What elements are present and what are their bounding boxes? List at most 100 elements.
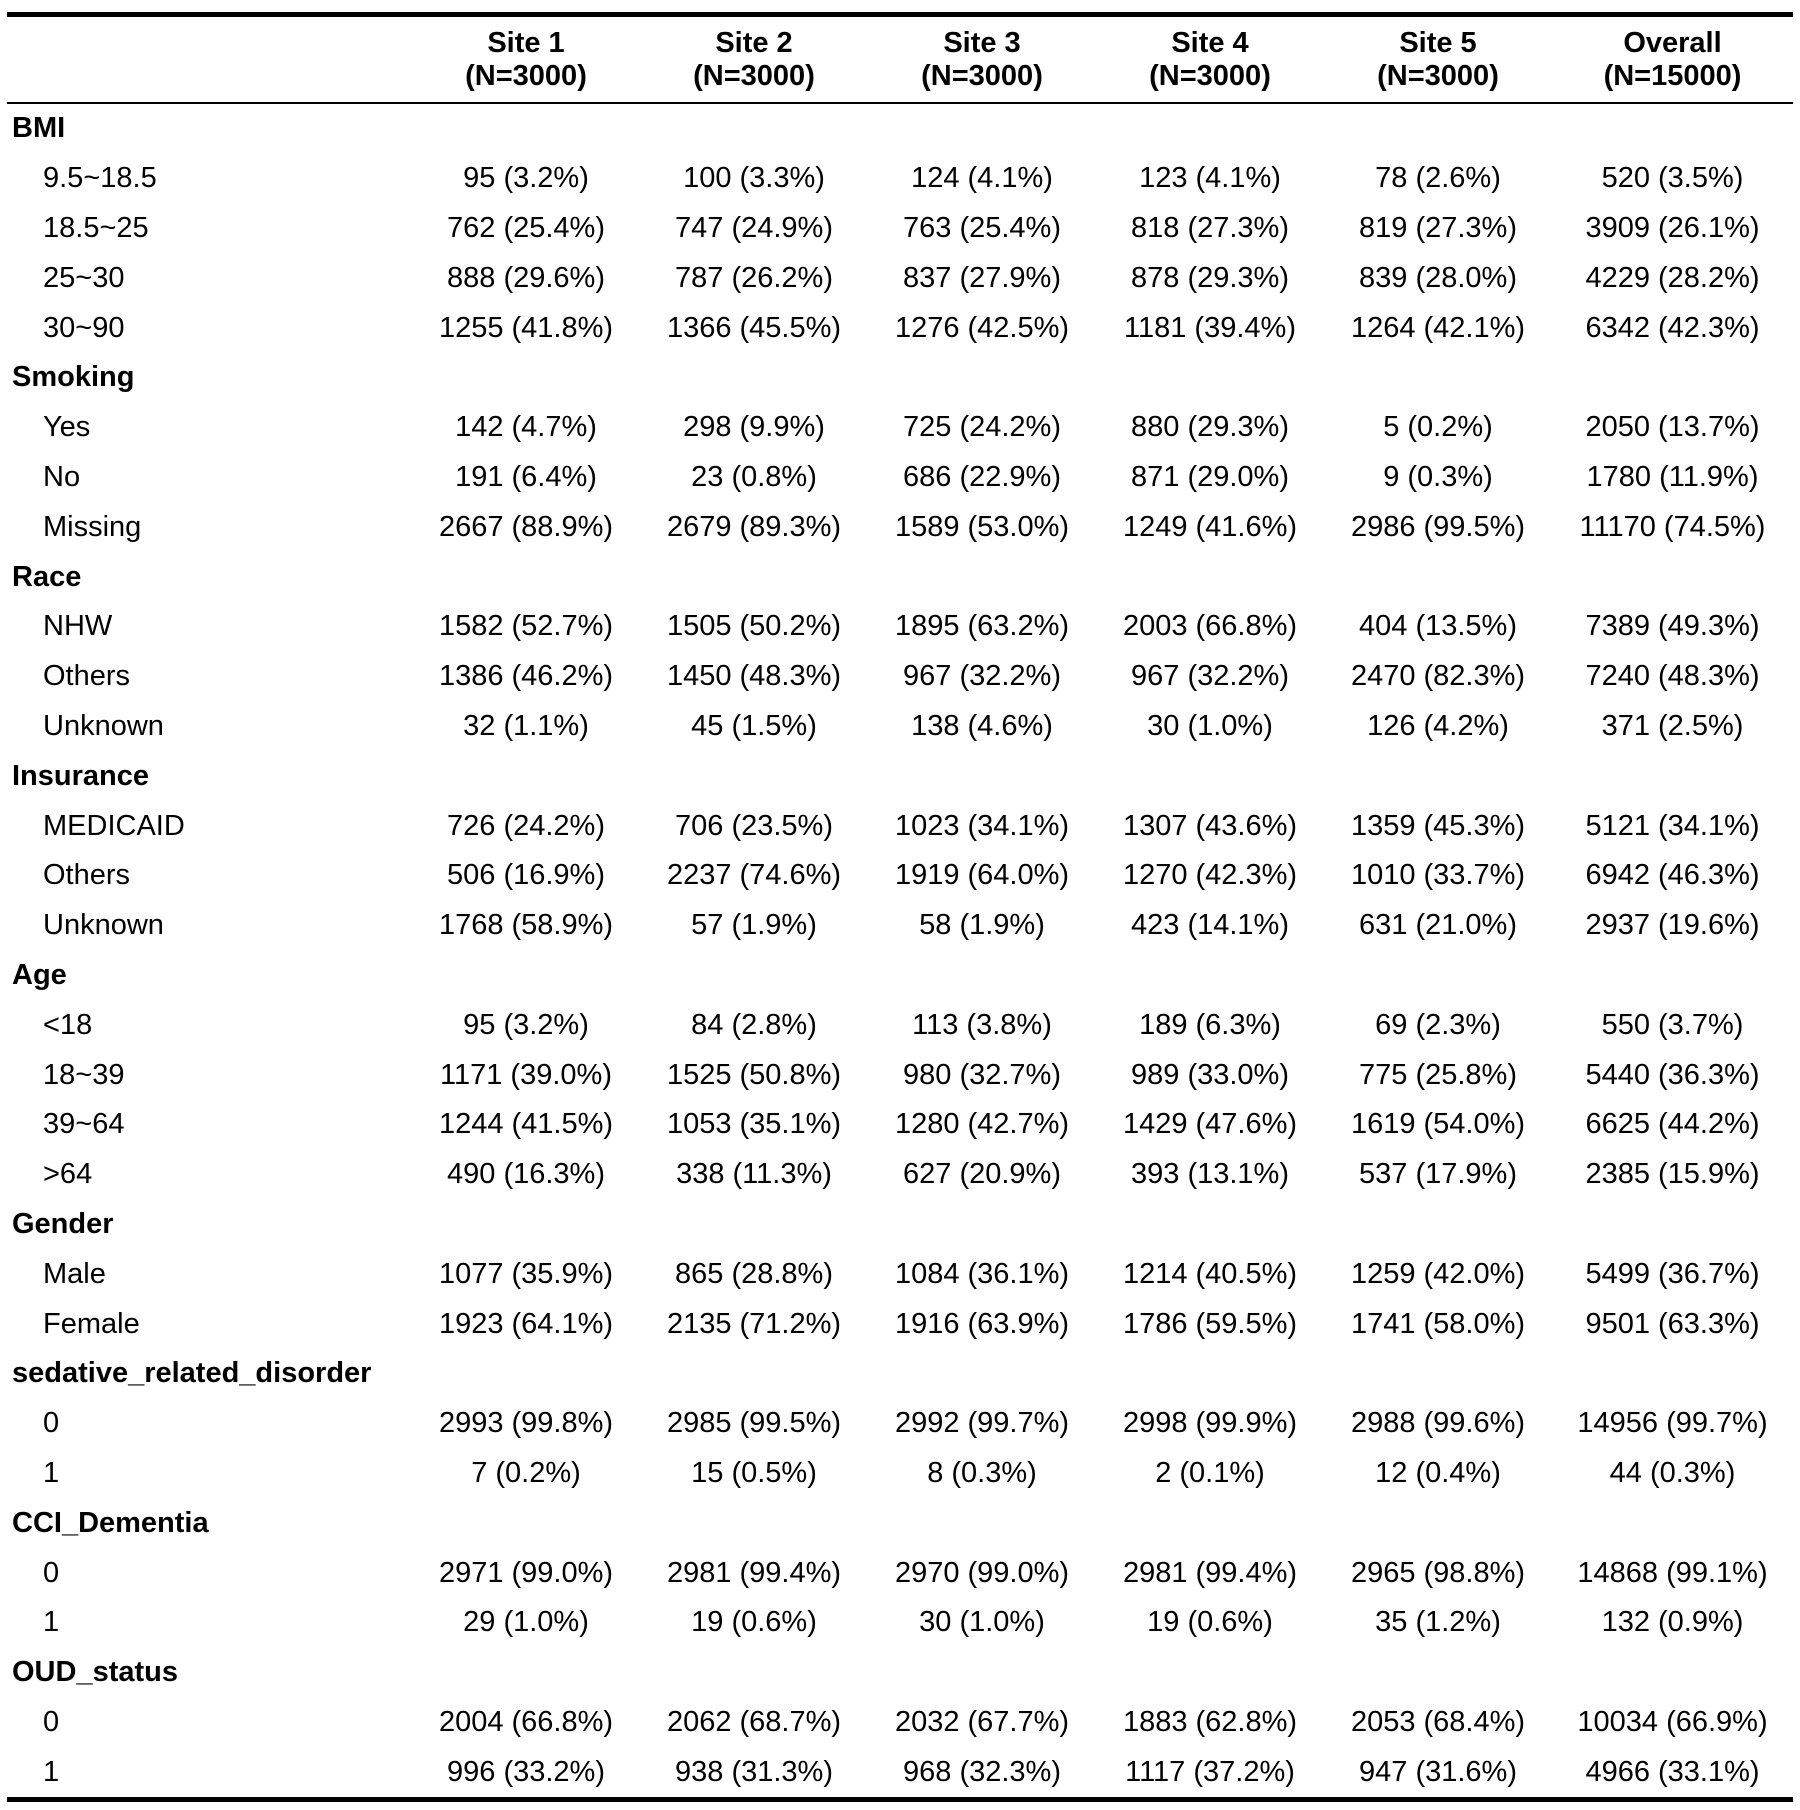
value-cell-site-1: 1077 (35.9%) [438, 1257, 614, 1290]
value-cell-site-2: 19 (0.6%) [691, 1606, 817, 1639]
table-row: NHW 1582 (52.7%) 1505 (50.2%) 1895 (63.2%) 2… [7, 602, 1793, 652]
value-cell-site-5: 1359 (45.3%) [1350, 809, 1526, 842]
value-cell-site-4: 1307 (43.6%) [1122, 809, 1298, 842]
group-row-race: Race [7, 552, 1793, 602]
empty-cell [412, 1648, 640, 1698]
value-cell-overall: 6942 (46.3%) [1585, 859, 1760, 892]
value-cell-site-3: 763 (25.4%) [903, 211, 1061, 244]
group-label: Race [12, 560, 82, 593]
value-cell-site-5: 2965 (98.8%) [1350, 1556, 1526, 1589]
header-row: Site 1 (N=3000) Site 2 (N=3000) Site 3 (N=300… [7, 12, 1793, 104]
table-header: Site 1 (N=3000) Site 2 (N=3000) Site 3 (N=300… [7, 12, 1793, 104]
value-cell-site-4: 393 (13.1%) [1131, 1158, 1289, 1191]
empty-cell [412, 1498, 640, 1548]
table-row: 39~64 1244 (41.5%) 1053 (35.1%) 1280 (42.7%… [7, 1100, 1793, 1150]
group-row-bmi: BMI [7, 103, 1793, 154]
value-cell-site-2: 338 (11.3%) [676, 1158, 832, 1191]
column-header-name: Overall [1623, 26, 1722, 59]
row-label: Missing [43, 510, 142, 543]
empty-cell [1324, 353, 1552, 403]
empty-cell [640, 1200, 868, 1250]
column-header-count: (N=3000) [693, 59, 815, 92]
value-cell-site-1: 95 (3.2%) [463, 162, 589, 195]
row-label: <18 [43, 1008, 93, 1041]
value-cell-overall: 2050 (13.7%) [1585, 411, 1760, 444]
value-cell-site-2: 2985 (99.5%) [666, 1407, 842, 1440]
value-cell-overall: 7240 (48.3%) [1585, 660, 1760, 693]
value-cell-site-2: 706 (23.5%) [675, 809, 833, 842]
value-cell-site-1: 2667 (88.9%) [438, 510, 614, 543]
value-cell-site-4: 871 (29.0%) [1131, 460, 1289, 493]
value-cell-site-1: 2004 (66.8%) [438, 1705, 614, 1738]
value-cell-site-2: 15 (0.5%) [691, 1456, 817, 1489]
value-cell-site-5: 537 (17.9%) [1359, 1158, 1517, 1191]
empty-cell [1552, 1648, 1793, 1698]
value-cell-overall: 5440 (36.3%) [1585, 1058, 1760, 1091]
value-cell-site-2: 57 (1.9%) [691, 909, 817, 942]
value-cell-site-3: 2992 (99.7%) [894, 1407, 1070, 1440]
row-label: 18.5~25 [43, 211, 149, 244]
group-label: Insurance [12, 759, 149, 792]
value-cell-overall: 10034 (66.9%) [1577, 1705, 1768, 1738]
value-cell-site-4: 1270 (42.3%) [1122, 859, 1298, 892]
value-cell-site-3: 2970 (99.0%) [894, 1556, 1070, 1589]
value-cell-site-4: 1883 (62.8%) [1122, 1705, 1298, 1738]
empty-cell [412, 1200, 640, 1250]
value-cell-site-4: 1786 (59.5%) [1122, 1307, 1298, 1340]
value-cell-overall: 2937 (19.6%) [1585, 909, 1760, 942]
row-label: Others [43, 660, 131, 693]
value-cell-site-5: 404 (13.5%) [1359, 610, 1517, 643]
value-cell-site-3: 725 (24.2%) [903, 411, 1061, 444]
empty-cell [640, 353, 868, 403]
value-cell-site-3: 627 (20.9%) [903, 1158, 1061, 1191]
value-cell-site-3: 8 (0.3%) [927, 1456, 1037, 1489]
value-cell-site-1: 29 (1.0%) [463, 1606, 589, 1639]
empty-cell [868, 1648, 1096, 1698]
empty-cell [1324, 1648, 1552, 1698]
table-row: 1 7 (0.2%) 15 (0.5%) 8 (0.3%) 2 (0.1%) 12 (0.… [7, 1449, 1793, 1499]
value-cell-overall: 5499 (36.7%) [1585, 1257, 1760, 1290]
value-cell-site-5: 2988 (99.6%) [1350, 1407, 1526, 1440]
table-row: Male 1077 (35.9%) 865 (28.8%) 1084 (36.1%) 1… [7, 1249, 1793, 1299]
value-cell-site-3: 1919 (64.0%) [894, 859, 1070, 892]
value-cell-site-2: 84 (2.8%) [691, 1008, 817, 1041]
column-header-name: Site 3 [943, 26, 1021, 59]
value-cell-site-1: 1582 (52.7%) [438, 610, 614, 643]
group-label: sedative_related_disorder [12, 1357, 372, 1390]
group-label: Gender [12, 1207, 114, 1240]
value-cell-site-1: 191 (6.4%) [455, 460, 597, 493]
value-cell-overall: 2385 (15.9%) [1585, 1158, 1760, 1191]
empty-cell [412, 751, 640, 801]
column-header-site-5: Site 5 (N=3000) [1324, 12, 1552, 104]
value-cell-site-5: 1259 (42.0%) [1350, 1257, 1526, 1290]
value-cell-site-4: 2981 (99.4%) [1122, 1556, 1298, 1589]
column-header-overall: Overall (N=15000) [1552, 12, 1793, 104]
value-cell-site-1: 1244 (41.5%) [438, 1108, 614, 1141]
value-cell-site-3: 1023 (34.1%) [894, 809, 1070, 842]
column-header-count: (N=3000) [465, 59, 587, 92]
group-label: Smoking [12, 361, 135, 394]
value-cell-site-2: 2237 (74.6%) [666, 859, 842, 892]
value-cell-site-2: 1053 (35.1%) [666, 1108, 842, 1141]
value-cell-site-4: 989 (33.0%) [1131, 1058, 1289, 1091]
empty-cell [640, 1349, 868, 1399]
table-row: 1 996 (33.2%) 938 (31.3%) 968 (32.3%) 1117 (… [7, 1747, 1793, 1803]
empty-cell [1096, 1200, 1324, 1250]
table-row: Missing 2667 (88.9%) 2679 (89.3%) 1589 (53.… [7, 502, 1793, 552]
value-cell-site-1: 95 (3.2%) [463, 1008, 589, 1041]
value-cell-site-4: 19 (0.6%) [1147, 1606, 1273, 1639]
value-cell-site-3: 1280 (42.7%) [894, 1108, 1070, 1141]
empty-cell [1552, 1349, 1793, 1399]
row-label: No [43, 460, 81, 493]
row-label: 0 [43, 1407, 60, 1440]
value-cell-site-3: 837 (27.9%) [903, 261, 1061, 294]
empty-cell [412, 1349, 640, 1399]
value-cell-site-5: 78 (2.6%) [1375, 162, 1501, 195]
empty-cell [640, 751, 868, 801]
value-cell-site-4: 2998 (99.9%) [1122, 1407, 1298, 1440]
value-cell-site-3: 58 (1.9%) [919, 909, 1045, 942]
value-cell-overall: 371 (2.5%) [1601, 709, 1744, 742]
value-cell-site-3: 1084 (36.1%) [894, 1257, 1070, 1290]
value-cell-site-5: 126 (4.2%) [1367, 709, 1509, 742]
value-cell-site-2: 2679 (89.3%) [666, 510, 842, 543]
